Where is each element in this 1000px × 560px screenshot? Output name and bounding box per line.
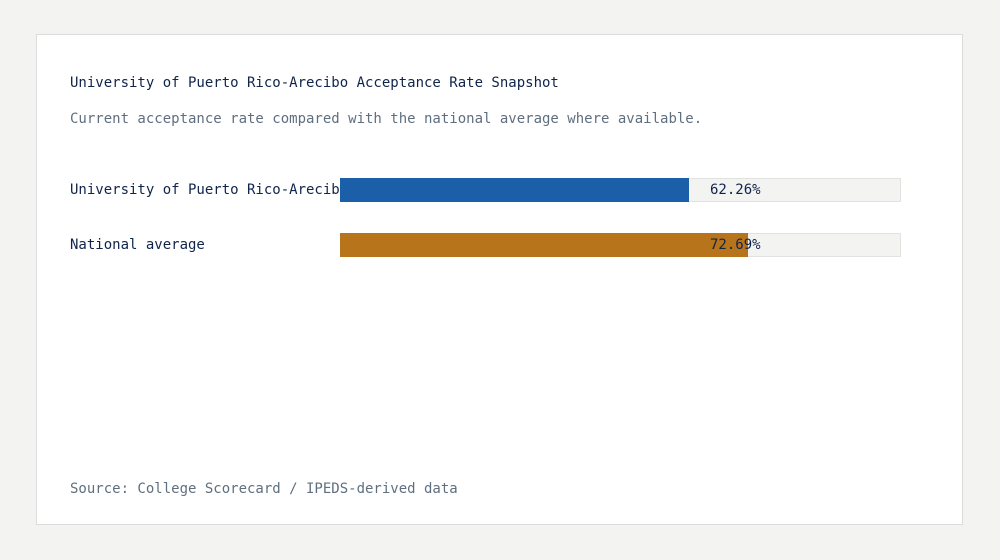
bar-track-university <box>340 178 901 202</box>
chart-card: University of Puerto Rico-Arecibo Accept… <box>36 34 963 525</box>
bar-label-national-average: National average <box>70 237 205 253</box>
bar-track-national-average <box>340 233 901 257</box>
chart-title: University of Puerto Rico-Arecibo Accept… <box>70 75 559 91</box>
value-label-national-average: 72.69% <box>710 237 761 253</box>
source-note: Source: College Scorecard / IPEDS-derive… <box>70 481 458 497</box>
bar-label-university: University of Puerto Rico-Arecibo <box>70 182 340 198</box>
value-label-university: 62.26% <box>710 182 761 198</box>
chart-subtitle: Current acceptance rate compared with th… <box>70 111 703 127</box>
bar-national-average <box>340 233 748 257</box>
bar-university <box>340 178 689 202</box>
